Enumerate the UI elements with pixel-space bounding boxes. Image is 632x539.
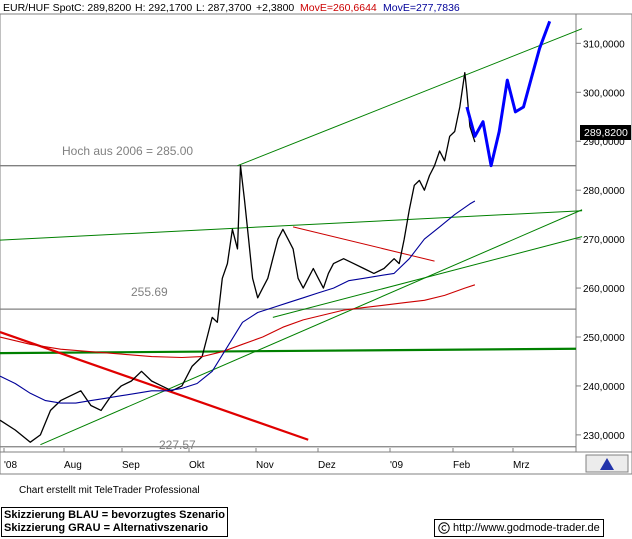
legend-blue: Skizzierung BLAU = bevorzugtes Szenario bbox=[4, 509, 225, 521]
x-tick-label: '08 bbox=[4, 460, 17, 471]
scenario-line bbox=[465, 20, 552, 168]
arrow-up-icon bbox=[600, 458, 614, 470]
trend-line bbox=[237, 28, 583, 167]
x-tick-label: Nov bbox=[256, 460, 274, 471]
price-badge-bg bbox=[580, 125, 631, 140]
legend-grey: Skizzierung GRAU = Alternativszenario bbox=[4, 522, 209, 534]
x-tick-label: '09 bbox=[390, 460, 403, 471]
x-tick-label: Okt bbox=[189, 460, 205, 471]
y-tick-label: 280,0000 bbox=[583, 186, 625, 197]
y-axis-ticks: 230,0000 240,0000 250,0000 260,0000 270,0000… bbox=[576, 39, 625, 442]
x-tick-label: Sep bbox=[122, 460, 140, 471]
header-close: C: 289,8200 bbox=[74, 2, 131, 14]
y-tick-label: 260,0000 bbox=[583, 284, 625, 295]
trend-line bbox=[40, 209, 583, 446]
url-text[interactable]: http://www.godmode-trader.de bbox=[453, 522, 600, 534]
price-line bbox=[0, 72, 476, 443]
credit-text: Chart erstellt mit TeleTrader Profession… bbox=[19, 485, 200, 496]
y-tick-label: 300,0000 bbox=[583, 88, 625, 99]
header-instrument: EUR/HUF Spot bbox=[3, 2, 74, 14]
y-tick-label: 250,0000 bbox=[583, 333, 625, 344]
ma-blue-line bbox=[0, 200, 476, 404]
copyright-icon bbox=[438, 522, 450, 534]
trend-line bbox=[292, 226, 435, 262]
header-ma-red: MovE=260,6644 bbox=[300, 2, 377, 14]
annotation-level-mid: 255.69 bbox=[131, 285, 168, 299]
header-low: L: 287,3700 bbox=[196, 2, 252, 14]
annotation-hoch: Hoch aus 2006 = 285.00 bbox=[62, 144, 193, 158]
ma-red-line bbox=[0, 284, 476, 359]
header-high: H: 292,1700 bbox=[135, 2, 192, 14]
y-axis-panel bbox=[575, 13, 632, 453]
scenario-legend: Skizzierung BLAU = bevorzugtes Szenario … bbox=[1, 507, 228, 537]
plot-area bbox=[0, 13, 577, 453]
x-axis-panel bbox=[0, 451, 632, 475]
price-badge: 289,8200 bbox=[584, 127, 628, 139]
trend-line bbox=[0, 210, 583, 241]
y-tick-label: 310,0000 bbox=[583, 39, 625, 50]
y-tick-label: 240,0000 bbox=[583, 382, 625, 393]
header-ma-blue: MovE=277,7836 bbox=[383, 2, 460, 14]
x-tick-label: Feb bbox=[453, 460, 471, 471]
x-tick-label: Aug bbox=[64, 460, 82, 471]
series-lines bbox=[0, 20, 552, 443]
annotation-level-low: 227.57 bbox=[159, 438, 196, 452]
x-axis-ticks: '08 Aug Sep Okt Nov Dez '09 Feb Mrz bbox=[3, 448, 530, 471]
x-tick-label: Dez bbox=[318, 460, 336, 471]
y-tick-label: 230,0000 bbox=[583, 431, 625, 442]
header-change: +2,3800 bbox=[256, 2, 294, 14]
url-box[interactable]: http://www.godmode-trader.de bbox=[434, 519, 604, 537]
y-tick-label: 290,0000 bbox=[583, 137, 625, 148]
trend-line bbox=[0, 331, 309, 441]
trend-line bbox=[272, 236, 583, 318]
y-tick-label: 270,0000 bbox=[583, 235, 625, 246]
x-tick-label: Mrz bbox=[513, 460, 530, 471]
trend-lines bbox=[0, 28, 583, 446]
